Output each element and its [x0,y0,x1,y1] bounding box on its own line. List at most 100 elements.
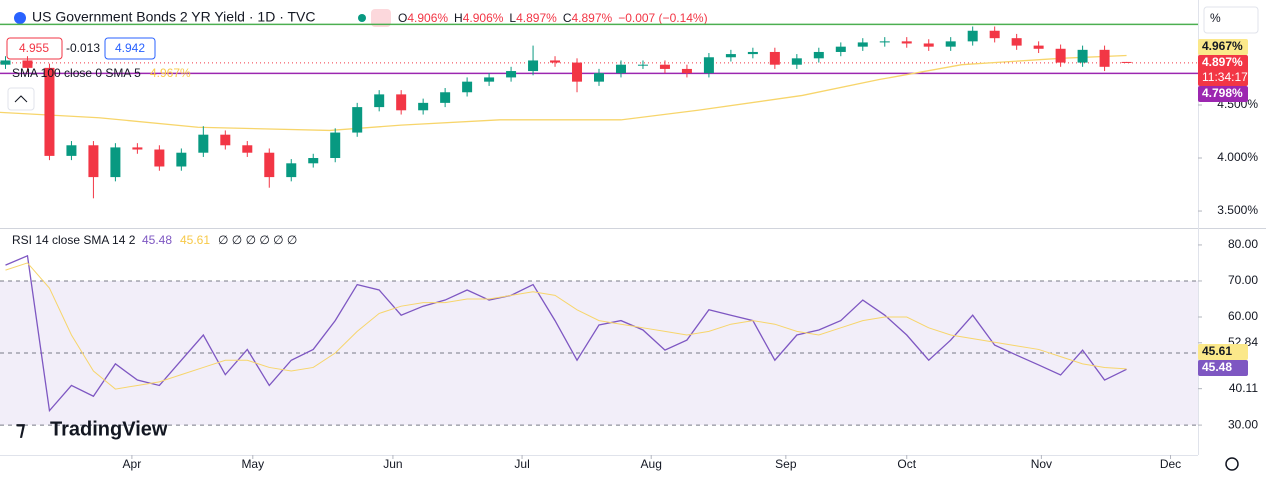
candle-body [857,42,868,47]
x-tick-label: Aug [641,457,662,471]
rsi-title: RSI 14 close SMA 14 2 [12,233,136,247]
ohlc-key: O [398,11,407,25]
x-tick-label: Dec [1160,457,1181,471]
plot-area: Apr May Jun Jul Aug Sep Oct Nov Dec4.500%4.000%3… [0,23,1258,471]
x-tick-label: Jul [514,457,529,471]
rsi-extra: ∅ ∅ ∅ ∅ ∅ ∅ [218,233,297,247]
candle-body [198,134,209,153]
axis-unit: % [1210,11,1221,25]
price-tag-label: 45.48 [1202,360,1232,374]
candle-body [286,163,297,178]
candle-body [813,51,824,59]
candle-body [132,147,143,150]
ask: 4.942 [115,41,145,55]
x-tick-label: Jun [383,457,402,471]
candle-body [44,67,55,156]
candle-body [242,145,253,153]
candle-body [1121,61,1132,63]
candle-body [440,92,451,103]
candle-body [1055,48,1066,63]
ohlc-value: 4.906% [407,11,448,25]
candle-body [396,94,407,111]
price-tag-time: 11:34:17 [1202,70,1248,84]
x-tick-label: May [241,457,264,471]
candle-body [923,43,934,47]
candle-body [154,149,165,167]
candle-body [945,41,956,47]
candle-body [659,64,670,69]
spread: -0.013 [66,41,100,55]
ohlc-value: 4.897% [516,11,557,25]
candle-body [110,147,121,178]
x-tick-label: Apr [123,457,142,471]
price-tag-label: 45.61 [1202,344,1232,358]
price-tag-label: 4.798% [1202,86,1243,100]
candle-body [1011,38,1022,46]
indicator-label: SMA 100 close 0 SMA 5 [12,66,141,80]
candle-body [462,81,473,93]
candle-body [528,60,539,72]
ohlc-key: C [563,11,572,25]
rsi-value: 45.48 [142,233,172,247]
candle-body [308,158,319,164]
sma-line [0,54,1127,132]
y-tick-label: 4.000% [1217,150,1258,164]
candle-body [22,60,33,68]
ohlc-value: 4.897% [571,11,612,25]
candle-body [374,94,385,108]
candle-body [879,41,890,43]
ohlc-value: 4.906% [463,11,504,25]
y-tick-label: 40.11 [1229,381,1258,395]
candle-body [264,152,275,178]
ask-box[interactable] [104,37,156,60]
bid: 4.955 [19,41,49,55]
candle-body [703,57,714,74]
candle-body [901,41,912,44]
candle-body [550,60,561,63]
collapse-icon [14,95,28,103]
bid-box[interactable] [6,37,63,60]
x-tick-label: Sep [775,457,797,471]
candle-body [989,30,1000,39]
price-tag [1198,39,1248,55]
candle-body [594,73,604,82]
chart-title: US Government Bonds 2 YR Yield · 1D · TV… [32,9,316,25]
change: −0.007 (−0.14%) [618,11,707,25]
status-dot[interactable] [358,14,366,22]
brand: TradingView [50,418,168,440]
candle-body [967,30,978,42]
x-tick-label: Nov [1031,457,1052,471]
alert-button[interactable] [371,9,391,27]
candle-body [220,134,231,146]
candle-body [484,77,495,82]
candle-body [769,51,780,65]
y-tick-label: 80.00 [1228,237,1258,251]
candle-body [1033,45,1044,49]
candle-body [725,54,736,58]
ohlc-key: H [454,11,463,25]
candle-body [352,107,363,133]
settings-icon[interactable] [1225,457,1239,471]
candle-body [0,60,11,65]
collapse-button[interactable] [7,87,35,111]
candle-body [681,68,692,74]
y-tick-label: 30.00 [1228,417,1258,431]
scale-button[interactable] [1203,6,1259,34]
candle-body [176,152,187,167]
candle-body [637,64,648,66]
price-tag-label: 4.967% [1202,39,1243,53]
candle-body [747,51,758,55]
indicator-value: 4.967% [150,66,191,80]
candle-body [418,102,429,111]
candle-body [791,58,802,65]
series-line [5,262,1127,390]
candle-body [506,71,517,78]
price-tag [1198,55,1248,86]
brand-icon: ⁊ [16,419,25,440]
y-tick-label: 70.00 [1228,273,1258,287]
y-tick-label: 60.00 [1228,309,1258,323]
price-tag [1198,344,1248,360]
